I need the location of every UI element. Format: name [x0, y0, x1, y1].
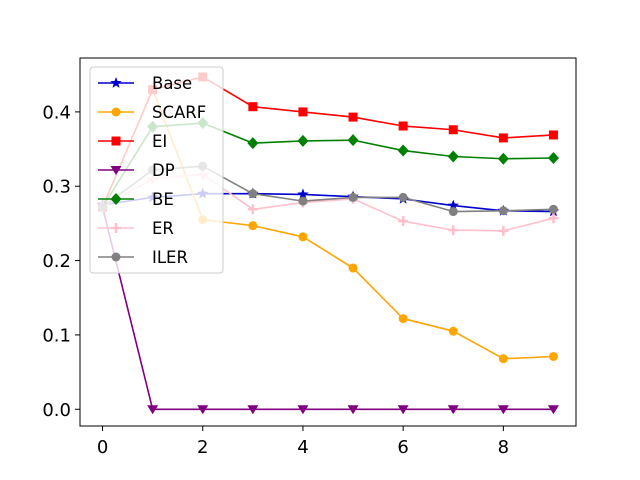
data-point-dp	[297, 405, 309, 415]
data-point-ei	[448, 125, 458, 135]
data-point-be	[497, 152, 509, 165]
legend-label-dp: DP	[152, 161, 175, 180]
legend-box	[89, 66, 224, 274]
series-line-dp	[101, 206, 554, 411]
data-point-ei	[398, 121, 408, 131]
data-point-be	[547, 151, 559, 164]
legend-marker-be	[110, 193, 122, 205]
data-point-ei	[248, 102, 258, 112]
data-point-dp	[547, 405, 559, 415]
legend-label-er: ER	[152, 219, 174, 238]
data-point-scarf	[498, 354, 508, 364]
legend-item-dp: DP	[98, 161, 175, 180]
y-tick-label: 0.1	[42, 325, 71, 346]
legend-item-base: Base	[98, 74, 192, 93]
data-point-be	[297, 134, 309, 147]
data-point-be	[447, 150, 459, 163]
data-point-iler	[398, 192, 408, 202]
data-point-scarf	[348, 263, 358, 273]
y-tick-label: 0.0	[42, 400, 71, 421]
data-point-er	[548, 213, 559, 224]
data-point-iler	[548, 204, 558, 214]
legend: Base SCARF EI DP BE ER ILER	[89, 66, 224, 274]
data-point-iler	[448, 207, 458, 217]
data-point-iler	[248, 189, 258, 199]
data-point-dp	[497, 405, 509, 415]
data-point-er	[247, 204, 258, 215]
data-point-be	[347, 134, 359, 147]
legend-item-er: ER	[98, 219, 174, 238]
data-point-dp	[147, 405, 159, 415]
data-point-iler	[498, 206, 508, 216]
legend-item-be: BE	[98, 190, 174, 209]
data-point-ei	[548, 130, 558, 140]
x-tick-label: 4	[297, 437, 308, 458]
data-point-scarf	[248, 221, 258, 231]
legend-label-iler: ILER	[152, 248, 188, 267]
data-point-dp	[197, 405, 209, 415]
legend-item-iler: ILER	[98, 248, 188, 267]
legend-marker-base	[110, 77, 122, 88]
data-point-dp	[347, 405, 359, 415]
legend-item-scarf: SCARF	[98, 103, 206, 122]
data-point-be	[247, 137, 259, 150]
y-tick-label: 0.4	[42, 102, 71, 123]
data-point-ei	[348, 112, 358, 122]
data-point-dp	[447, 405, 459, 415]
data-point-iler	[298, 196, 308, 206]
x-tick-label: 8	[498, 437, 509, 458]
data-point-er	[398, 216, 409, 227]
y-tick-label: 0.3	[42, 177, 71, 198]
axes-layer: 0 2 4 6 8 0.0 0.1 0.2 0.3 0.4	[42, 102, 509, 458]
data-point-iler	[348, 192, 358, 202]
plot-frame	[79, 57, 577, 427]
legend-label-be: BE	[152, 190, 174, 209]
x-tick-label: 0	[97, 437, 108, 458]
x-tick-label: 6	[397, 437, 408, 458]
data-point-be	[397, 144, 409, 157]
data-point-er	[498, 225, 509, 236]
data-point-scarf	[548, 351, 558, 361]
legend-label-ei: EI	[152, 132, 167, 151]
data-point-base	[297, 188, 309, 200]
legend-marker-er	[111, 223, 121, 233]
legend-label-base: Base	[152, 74, 192, 93]
legend-marker-scarf	[111, 107, 121, 117]
x-tick-label: 2	[197, 437, 208, 458]
legend-label-scarf: SCARF	[152, 103, 206, 122]
data-point-ei	[298, 107, 308, 117]
data-point-dp	[397, 405, 409, 415]
data-point-dp	[247, 405, 259, 415]
legend-item-ei: EI	[98, 132, 167, 151]
data-point-base	[447, 199, 459, 211]
data-point-scarf	[398, 314, 408, 324]
data-point-scarf	[448, 326, 458, 336]
legend-marker-ei	[111, 136, 121, 146]
y-tick-label: 0.2	[42, 251, 71, 272]
data-point-er	[448, 225, 459, 236]
data-point-scarf	[298, 232, 308, 242]
legend-marker-dp	[110, 166, 122, 175]
data-point-ei	[498, 133, 508, 143]
legend-marker-iler	[111, 252, 121, 262]
